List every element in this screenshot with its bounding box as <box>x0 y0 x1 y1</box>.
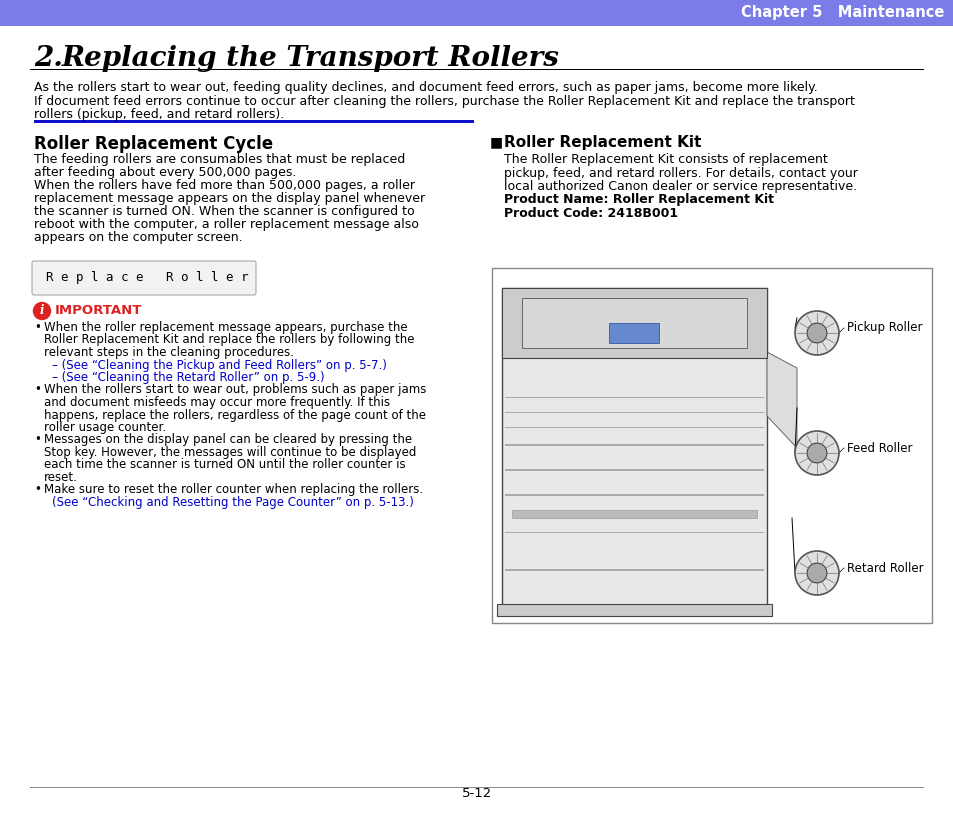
Circle shape <box>806 323 826 343</box>
Text: The feeding rollers are consumables that must be replaced: The feeding rollers are consumables that… <box>34 153 405 166</box>
Bar <box>501 288 766 608</box>
Text: each time the scanner is turned ON until the roller counter is: each time the scanner is turned ON until… <box>44 459 405 471</box>
Text: IMPORTANT: IMPORTANT <box>55 304 142 317</box>
Circle shape <box>806 563 826 583</box>
Text: •: • <box>34 384 41 397</box>
Bar <box>30 787 923 788</box>
FancyBboxPatch shape <box>32 261 255 295</box>
Bar <box>608 323 659 343</box>
Text: Replacing the Transport Rollers: Replacing the Transport Rollers <box>62 45 559 72</box>
Text: R e p l a c e   R o l l e r: R e p l a c e R o l l e r <box>46 272 248 285</box>
Text: When the rollers start to wear out, problems such as paper jams: When the rollers start to wear out, prob… <box>44 384 426 397</box>
Bar <box>521 298 746 348</box>
Text: Pickup Roller: Pickup Roller <box>846 321 922 335</box>
Text: 2.: 2. <box>34 45 63 72</box>
Bar <box>504 469 763 470</box>
Text: •: • <box>34 483 41 497</box>
Text: Roller Replacement Kit and replace the rollers by following the: Roller Replacement Kit and replace the r… <box>44 334 414 347</box>
Text: the scanner is turned ON. When the scanner is configured to: the scanner is turned ON. When the scann… <box>34 205 415 218</box>
Text: Stop key. However, the messages will continue to be displayed: Stop key. However, the messages will con… <box>44 446 416 459</box>
Text: •: • <box>34 434 41 447</box>
Text: rollers (pickup, feed, and retard rollers).: rollers (pickup, feed, and retard roller… <box>34 108 284 121</box>
Text: – (See “Cleaning the Pickup and Feed Rollers” on p. 5-7.): – (See “Cleaning the Pickup and Feed Rol… <box>52 358 387 371</box>
Bar <box>504 444 763 446</box>
Text: Roller Replacement Cycle: Roller Replacement Cycle <box>34 135 273 153</box>
Polygon shape <box>766 352 796 448</box>
Text: pickup, feed, and retard rollers. For details, contact your: pickup, feed, and retard rollers. For de… <box>503 167 857 179</box>
Text: Product Code: 2418B001: Product Code: 2418B001 <box>503 207 678 220</box>
Text: happens, replace the rollers, regardless of the page count of the: happens, replace the rollers, regardless… <box>44 408 426 421</box>
Bar <box>504 532 763 533</box>
Text: Feed Roller: Feed Roller <box>846 442 911 455</box>
Bar <box>492 268 931 623</box>
Bar <box>512 510 757 519</box>
Text: (See “Checking and Resetting the Page Counter” on p. 5-13.): (See “Checking and Resetting the Page Co… <box>52 496 414 509</box>
Text: Product Name: Roller Replacement Kit: Product Name: Roller Replacement Kit <box>503 194 773 206</box>
Bar <box>30 69 923 70</box>
Circle shape <box>794 431 838 475</box>
Text: and document misfeeds may occur more frequently. If this: and document misfeeds may occur more fre… <box>44 396 390 409</box>
Text: •: • <box>34 321 41 334</box>
Bar <box>0 0 953 26</box>
Text: after feeding about every 500,000 pages.: after feeding about every 500,000 pages. <box>34 166 296 179</box>
Text: If document feed errors continue to occur after cleaning the rollers, purchase t: If document feed errors continue to occu… <box>34 95 854 107</box>
Text: Retard Roller: Retard Roller <box>846 561 923 574</box>
Circle shape <box>794 311 838 355</box>
Text: reset.: reset. <box>44 471 78 484</box>
Text: The Roller Replacement Kit consists of replacement: The Roller Replacement Kit consists of r… <box>503 153 827 166</box>
Text: i: i <box>40 304 44 317</box>
Text: relevant steps in the cleaning procedures.: relevant steps in the cleaning procedure… <box>44 346 294 359</box>
Bar <box>501 288 766 358</box>
Text: When the rollers have fed more than 500,000 pages, a roller: When the rollers have fed more than 500,… <box>34 179 415 192</box>
Circle shape <box>806 443 826 463</box>
Circle shape <box>794 551 838 595</box>
Text: Roller Replacement Kit: Roller Replacement Kit <box>503 135 700 150</box>
Bar <box>504 397 763 398</box>
Bar <box>504 426 763 428</box>
Text: reboot with the computer, a roller replacement message also: reboot with the computer, a roller repla… <box>34 218 418 231</box>
Bar <box>504 569 763 570</box>
Text: When the roller replacement message appears, purchase the: When the roller replacement message appe… <box>44 321 407 334</box>
Text: Make sure to reset the roller counter when replacing the rollers.: Make sure to reset the roller counter wh… <box>44 483 423 497</box>
Text: local authorized Canon dealer or service representative.: local authorized Canon dealer or service… <box>503 180 856 193</box>
Text: Messages on the display panel can be cleared by pressing the: Messages on the display panel can be cle… <box>44 434 412 447</box>
Circle shape <box>33 303 51 320</box>
Text: ■: ■ <box>490 135 502 149</box>
Bar <box>34 120 474 123</box>
Text: – (See “Cleaning the Retard Roller” on p. 5-9.): – (See “Cleaning the Retard Roller” on p… <box>52 371 324 384</box>
Text: 5-12: 5-12 <box>461 787 492 800</box>
Bar <box>504 411 763 413</box>
Text: Chapter 5   Maintenance: Chapter 5 Maintenance <box>740 6 943 20</box>
Bar <box>504 494 763 496</box>
Text: As the rollers start to wear out, feeding quality declines, and document feed er: As the rollers start to wear out, feedin… <box>34 81 817 94</box>
Text: appears on the computer screen.: appears on the computer screen. <box>34 231 242 244</box>
Text: replacement message appears on the display panel whenever: replacement message appears on the displ… <box>34 192 425 205</box>
Text: roller usage counter.: roller usage counter. <box>44 421 166 434</box>
Bar <box>497 604 771 616</box>
